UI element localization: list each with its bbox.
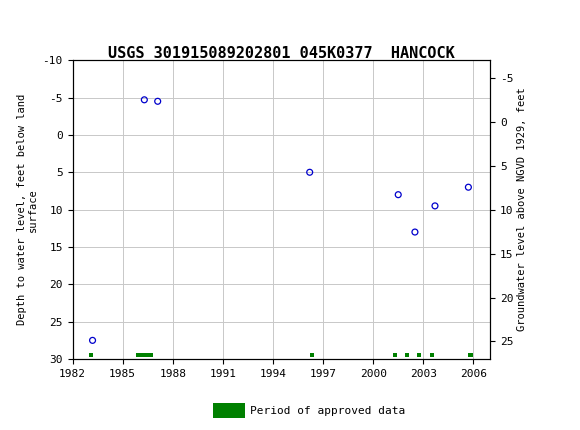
Bar	[416, 353, 420, 356]
Point	[394, 191, 403, 198]
Y-axis label: Groundwater level above NGVD 1929, feet: Groundwater level above NGVD 1929, feet	[517, 88, 527, 332]
Bar	[469, 353, 473, 356]
Point	[153, 98, 162, 105]
Bar	[310, 353, 314, 356]
Bar	[89, 353, 93, 356]
Text: USGS 301915089202801 045K0377  HANCOCK: USGS 301915089202801 045K0377 HANCOCK	[108, 46, 455, 61]
Text: Period of approved data: Period of approved data	[250, 405, 405, 416]
Point	[430, 203, 440, 209]
Bar	[213, 403, 245, 418]
Bar	[393, 353, 397, 356]
Point	[464, 184, 473, 190]
Point	[410, 229, 419, 236]
Text: ≋USGS: ≋USGS	[9, 14, 63, 31]
Bar	[136, 353, 153, 356]
Bar	[430, 353, 434, 356]
Point	[140, 96, 149, 103]
Y-axis label: Depth to water level, feet below land
surface: Depth to water level, feet below land su…	[17, 94, 38, 325]
Point	[88, 337, 97, 344]
Bar	[405, 353, 409, 356]
Bar	[7, 9, 75, 38]
Point	[305, 169, 314, 176]
